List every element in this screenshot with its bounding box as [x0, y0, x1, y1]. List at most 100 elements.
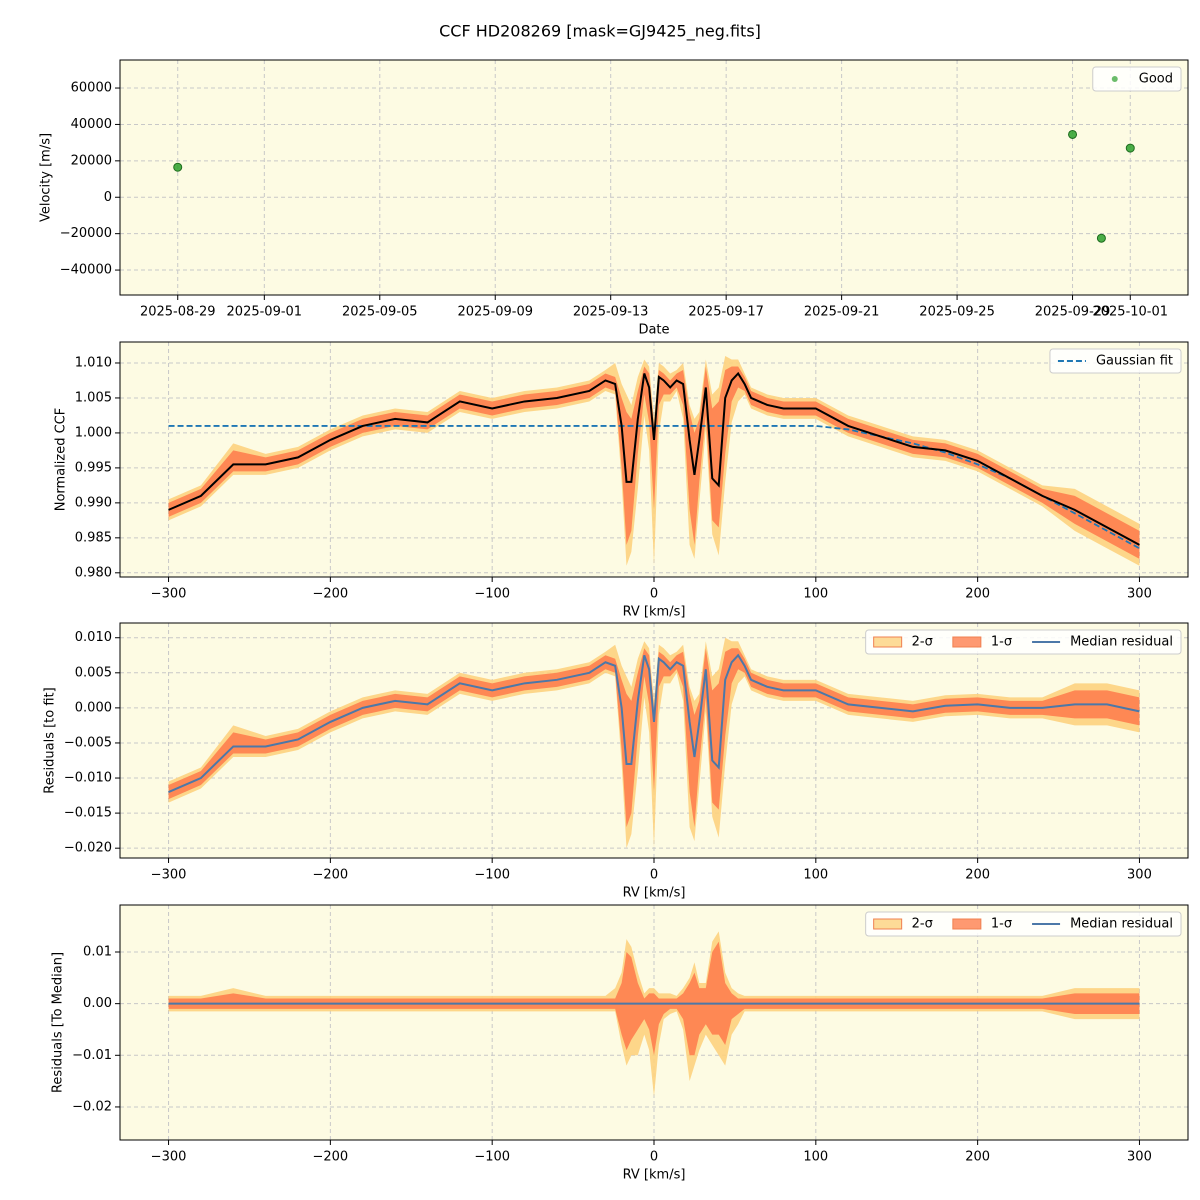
legend-marker: [1111, 76, 1118, 82]
x-tick-label: 2025-09-05: [342, 305, 418, 320]
plot-area: [120, 342, 1188, 577]
legend-swatch: [873, 636, 903, 648]
y-tick-label: 0.990: [75, 495, 112, 510]
legend-label: 2-σ: [912, 917, 933, 932]
legend-frame: [1092, 66, 1182, 92]
x-tick-label: −100: [474, 868, 510, 883]
x-tick-label: 0: [650, 587, 658, 602]
x-tick-label: −300: [151, 868, 187, 883]
axes-frame: [119, 622, 1189, 859]
band: [168, 366, 1140, 559]
data-point: [1068, 129, 1078, 139]
plot-area: [120, 905, 1188, 1140]
data-point: [1096, 233, 1106, 243]
figure-title: CCF HD208269 [mask=GJ9425_neg.fits]: [439, 22, 761, 42]
x-tick-label: 2025-09-13: [573, 305, 649, 320]
x-tick-label: 2025-09-29: [1035, 305, 1111, 320]
y-tick-label: −20000: [60, 226, 112, 241]
band: [168, 648, 1140, 828]
y-tick-label: −0.020: [64, 841, 112, 856]
series-line: [168, 371, 1140, 546]
y-tick-label: 0.00: [83, 996, 112, 1011]
legend: 2-σ 1-σ Median residual: [865, 629, 1182, 655]
x-tick-label: 2025-09-09: [457, 305, 533, 320]
x-tick-label: −100: [474, 1150, 510, 1165]
y-tick-label: 1.005: [75, 390, 112, 405]
y-axis-label: Normalized CCF: [53, 408, 68, 512]
y-axis-label: Velocity [m/s]: [38, 133, 53, 222]
y-tick-label: 1.010: [75, 355, 112, 370]
legend-frame: [865, 629, 1182, 655]
y-tick-label: −0.015: [64, 806, 112, 821]
x-tick-label: −200: [313, 1150, 349, 1165]
y-tick-label: 0.985: [75, 530, 112, 545]
y-tick-label: −0.02: [72, 1099, 112, 1114]
legend-label: 1-σ: [991, 917, 1012, 932]
x-tick-label: −200: [313, 868, 349, 883]
legend-label: Median residual: [1070, 917, 1173, 932]
legend-swatch: [873, 918, 903, 930]
legend-label: 2-σ: [912, 635, 933, 650]
x-axis-label: RV [km/s]: [623, 1168, 686, 1183]
x-axis-label: RV [km/s]: [623, 886, 686, 901]
y-tick-label: 0.000: [75, 700, 112, 715]
plot-area: [120, 60, 1188, 295]
y-axis-label: Residuals [to fit]: [42, 687, 57, 793]
legend-swatch: [952, 918, 982, 930]
x-tick-label: −100: [474, 587, 510, 602]
legend-swatch: [952, 636, 982, 648]
y-tick-label: 0.010: [75, 630, 112, 645]
x-tick-label: 0: [650, 868, 658, 883]
y-tick-label: 0.01: [83, 945, 112, 960]
x-axis-label: RV [km/s]: [623, 605, 686, 620]
x-tick-label: 200: [965, 868, 990, 883]
x-tick-label: 0: [650, 1150, 658, 1165]
x-tick-label: 100: [803, 868, 828, 883]
series-line: [168, 425, 1140, 550]
y-tick-label: −0.010: [64, 771, 112, 786]
y-tick-label: 0.980: [75, 565, 112, 580]
x-tick-label: −300: [151, 1150, 187, 1165]
y-tick-label: 20000: [71, 153, 112, 168]
y-tick-label: −0.01: [72, 1048, 112, 1063]
y-tick-label: 0.995: [75, 460, 112, 475]
series-line: [168, 653, 1140, 793]
x-tick-label: 300: [1127, 587, 1152, 602]
x-tick-label: −300: [151, 587, 187, 602]
x-tick-label: 100: [803, 587, 828, 602]
legend-frame: [1049, 348, 1182, 374]
band: [168, 941, 1140, 1056]
x-tick-label: 300: [1127, 1150, 1152, 1165]
x-tick-label: 2025-09-21: [804, 305, 880, 320]
axes-frame: [119, 904, 1189, 1141]
plot-area: [120, 623, 1188, 858]
legend: Gaussian fit: [1049, 348, 1182, 374]
x-tick-label: 2025-09-01: [227, 305, 303, 320]
data-point: [1125, 143, 1135, 153]
axes-frame: [119, 59, 1189, 296]
x-tick-label: 2025-10-01: [1092, 305, 1168, 320]
x-tick-label: −200: [313, 587, 349, 602]
x-tick-label: 2025-08-29: [140, 305, 216, 320]
y-tick-label: 60000: [71, 81, 112, 96]
y-tick-label: 0: [104, 190, 112, 205]
x-tick-label: 200: [965, 587, 990, 602]
x-tick-label: 100: [803, 1150, 828, 1165]
x-tick-label: 2025-09-25: [919, 305, 995, 320]
x-tick-label: 300: [1127, 868, 1152, 883]
x-axis-label: Date: [638, 323, 669, 338]
y-tick-label: 0.005: [75, 665, 112, 680]
legend-label: Gaussian fit: [1096, 354, 1173, 369]
y-tick-label: 40000: [71, 117, 112, 132]
plot-background: [120, 60, 1188, 295]
y-tick-label: 1.000: [75, 425, 112, 440]
legend-label: 1-σ: [991, 635, 1012, 650]
y-tick-label: −40000: [60, 263, 112, 278]
axes-frame: [119, 341, 1189, 578]
y-axis-label: Residuals [To Median]: [51, 952, 66, 1093]
data-point: [173, 162, 183, 172]
legend: Good: [1092, 66, 1182, 92]
y-tick-label: −0.005: [64, 735, 112, 750]
legend-label: Median residual: [1070, 635, 1173, 650]
